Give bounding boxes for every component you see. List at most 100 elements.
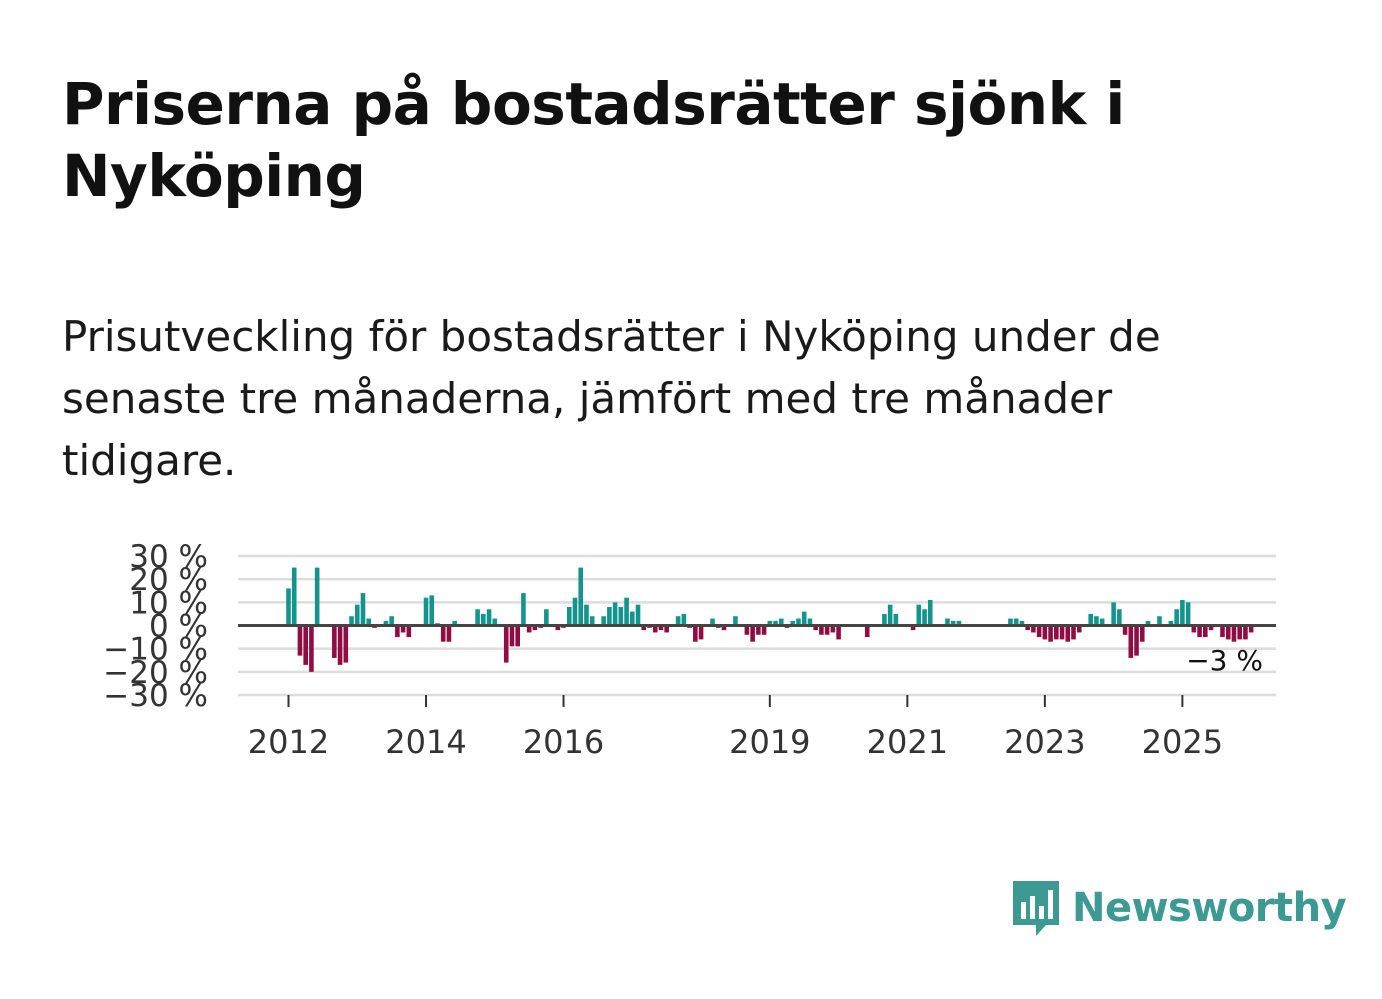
bar	[641, 625, 647, 631]
bar	[578, 567, 584, 626]
bar	[1025, 625, 1030, 631]
newsworthy-logo: Newsworthy	[1010, 878, 1347, 938]
bar	[1065, 625, 1071, 642]
bar	[675, 616, 681, 626]
bar	[767, 620, 773, 626]
bar	[1076, 625, 1082, 633]
bar	[1008, 618, 1013, 626]
newsworthy-logo-text: Newsworthy	[1072, 885, 1347, 931]
bar	[1042, 625, 1048, 640]
bar	[773, 620, 778, 626]
y-tick-label: −10 %	[103, 632, 208, 668]
bar	[584, 604, 589, 626]
bar	[882, 613, 887, 626]
bar	[1054, 625, 1059, 640]
bar	[1168, 620, 1174, 626]
bar	[801, 611, 807, 626]
bar	[503, 625, 509, 663]
bar	[710, 618, 715, 626]
bar	[761, 625, 767, 635]
bar	[360, 593, 366, 626]
bar	[601, 616, 606, 626]
bar	[1225, 625, 1231, 640]
bar	[635, 604, 641, 626]
bar	[286, 588, 291, 626]
bar	[406, 625, 412, 638]
bar	[1059, 625, 1065, 640]
bar	[790, 620, 796, 626]
bar	[1036, 625, 1042, 638]
bar-series	[286, 567, 1254, 672]
bar	[349, 616, 354, 626]
bar	[303, 625, 308, 665]
bar	[297, 625, 303, 656]
x-tick-label: 2021	[867, 723, 948, 760]
bar	[332, 625, 337, 658]
bar	[796, 618, 801, 626]
y-tick-label: −30 %	[103, 678, 208, 714]
bar	[1139, 625, 1145, 642]
bar	[893, 613, 899, 626]
bar	[555, 625, 561, 631]
bar	[1248, 625, 1254, 633]
x-tick-label: 2016	[523, 723, 604, 760]
x-tick-label: 2019	[729, 723, 810, 760]
bar	[1013, 618, 1019, 626]
bar	[481, 613, 486, 626]
bar	[813, 625, 818, 631]
bar	[1203, 625, 1208, 638]
bar	[1019, 620, 1025, 626]
bar	[395, 625, 400, 638]
bar	[1128, 625, 1134, 658]
bar	[652, 625, 658, 633]
bar	[807, 618, 813, 626]
x-tick-label: 2014	[385, 723, 466, 760]
bar	[486, 609, 492, 626]
bar	[526, 625, 532, 633]
bar	[509, 625, 515, 647]
bar	[515, 625, 520, 647]
bar	[658, 625, 664, 631]
y-axis: 30 %20 %10 %0 %−10 %−20 %−30 %	[103, 539, 208, 714]
bar	[630, 611, 635, 626]
bar	[452, 620, 457, 626]
bar	[423, 597, 429, 626]
bar	[354, 604, 360, 626]
bar	[1031, 625, 1036, 633]
bar	[475, 609, 480, 626]
x-axis: 2012 2014 2016 2019 2021 2023 2025	[248, 695, 1223, 760]
y-tick-label: 10 %	[129, 585, 208, 621]
bar	[440, 625, 446, 642]
bar	[624, 597, 629, 626]
bar	[1111, 602, 1116, 626]
bar	[544, 609, 549, 626]
bar	[1197, 625, 1202, 638]
x-tick-label: 2012	[248, 723, 329, 760]
bar	[1048, 625, 1053, 642]
bar	[756, 625, 761, 635]
bar	[819, 625, 824, 635]
bar	[836, 625, 841, 640]
bar	[1174, 609, 1179, 626]
bar	[446, 625, 452, 642]
bar	[521, 593, 526, 626]
bar	[778, 618, 784, 626]
bar	[366, 618, 372, 626]
bar	[492, 618, 498, 626]
bar	[607, 606, 612, 626]
bar	[733, 616, 738, 626]
bar	[429, 595, 435, 626]
bar	[291, 567, 297, 626]
y-tick-label: −20 %	[103, 655, 208, 691]
y-tick-label: 20 %	[129, 562, 208, 598]
bar	[400, 625, 406, 633]
bar	[343, 625, 349, 663]
bar	[824, 625, 830, 635]
bar	[1157, 616, 1162, 626]
bar	[1220, 625, 1225, 638]
bar	[664, 625, 669, 633]
bar	[945, 618, 950, 626]
bar	[389, 616, 394, 626]
bar	[589, 616, 595, 626]
bar	[309, 625, 314, 672]
